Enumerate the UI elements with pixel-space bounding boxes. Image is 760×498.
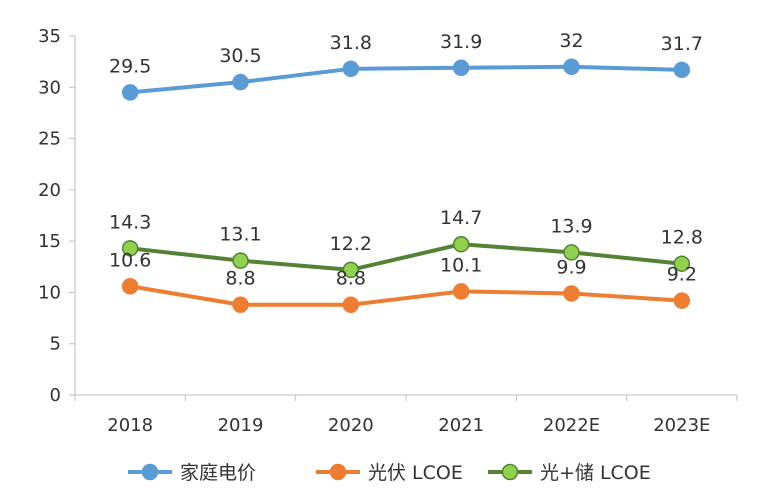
legend-marker bbox=[141, 463, 159, 481]
data-point bbox=[121, 84, 139, 101]
x-tick-label: 2021 bbox=[438, 415, 484, 436]
y-tick-label: 35 bbox=[38, 26, 61, 47]
data-point bbox=[232, 296, 249, 313]
data-label: 10.6 bbox=[109, 249, 151, 271]
data-label: 32 bbox=[559, 30, 583, 52]
series-line bbox=[128, 64, 684, 95]
legend-entry: 光+储 LCOE bbox=[488, 462, 651, 484]
data-label: 12.2 bbox=[330, 233, 372, 255]
y-tick-label: 15 bbox=[38, 231, 61, 252]
data-label: 10.1 bbox=[440, 254, 482, 276]
x-tick-label: 2023E bbox=[653, 415, 710, 436]
data-label: 9.2 bbox=[667, 264, 697, 286]
legend-entry: 光伏 LCOE bbox=[316, 462, 463, 484]
legend-label: 光+储 LCOE bbox=[540, 462, 651, 484]
data-point bbox=[232, 252, 249, 269]
data-label: 31.9 bbox=[440, 31, 482, 53]
data-point bbox=[121, 278, 139, 295]
y-tick-labels: 0 5 10 15 20 25 30 35 bbox=[38, 26, 61, 406]
data-point bbox=[342, 261, 360, 279]
y-tick-label: 30 bbox=[38, 77, 61, 98]
data-label: 9.9 bbox=[556, 256, 586, 278]
y-tick-label: 0 bbox=[50, 385, 61, 406]
data-point bbox=[563, 244, 580, 261]
data-label: 14.3 bbox=[109, 211, 151, 233]
legend-entry: 家庭电价 bbox=[128, 462, 256, 484]
axes bbox=[69, 35, 738, 401]
series-line bbox=[128, 242, 684, 272]
y-tick-label: 25 bbox=[38, 129, 61, 150]
data-point bbox=[232, 73, 249, 91]
data-point bbox=[452, 283, 470, 300]
data-point bbox=[673, 61, 691, 79]
series-lines bbox=[121, 58, 691, 313]
x-tick-label: 2018 bbox=[107, 415, 153, 436]
data-point bbox=[563, 58, 580, 76]
series-1 bbox=[121, 58, 691, 101]
x-tick-label: 2019 bbox=[218, 415, 264, 436]
series-2 bbox=[121, 278, 691, 313]
data-point bbox=[452, 235, 470, 253]
data-label: 14.7 bbox=[440, 207, 482, 229]
data-point bbox=[342, 60, 360, 78]
legend-marker bbox=[501, 463, 519, 481]
data-point bbox=[452, 59, 470, 77]
x-tick-label: 2022E bbox=[543, 415, 600, 436]
data-label: 31.7 bbox=[661, 33, 703, 55]
data-label: 8.8 bbox=[336, 268, 366, 290]
y-tick-label: 10 bbox=[38, 282, 61, 303]
data-label: 13.9 bbox=[550, 215, 592, 237]
data-label: 31.8 bbox=[330, 32, 372, 54]
data-point bbox=[563, 285, 580, 302]
data-labels: 29.5 30.5 31.8 31.9 32 31.7 10.6 8.8 8.8 10.1 9.9 9… bbox=[109, 30, 703, 290]
series-3 bbox=[121, 235, 691, 279]
legend: 家庭电价 光伏 LCOE 光+储 LCOE bbox=[128, 462, 651, 484]
y-tick-label: 5 bbox=[50, 334, 61, 355]
legend-label: 家庭电价 bbox=[180, 462, 256, 484]
data-point bbox=[342, 296, 360, 313]
data-label: 29.5 bbox=[109, 55, 151, 77]
y-tick-label: 20 bbox=[38, 180, 61, 201]
data-point bbox=[673, 292, 691, 309]
series-line bbox=[128, 284, 684, 307]
data-label: 13.1 bbox=[219, 224, 261, 246]
data-label: 30.5 bbox=[219, 45, 261, 67]
data-point bbox=[673, 255, 691, 272]
data-point bbox=[121, 240, 139, 257]
data-label: 12.8 bbox=[661, 227, 703, 249]
x-tick-label: 2020 bbox=[328, 415, 374, 436]
x-tick-labels: 2018 2019 2020 2021 2022E 2023E bbox=[107, 415, 710, 436]
legend-marker bbox=[329, 463, 347, 481]
data-label: 8.8 bbox=[225, 268, 255, 290]
legend-label: 光伏 LCOE bbox=[368, 462, 463, 484]
